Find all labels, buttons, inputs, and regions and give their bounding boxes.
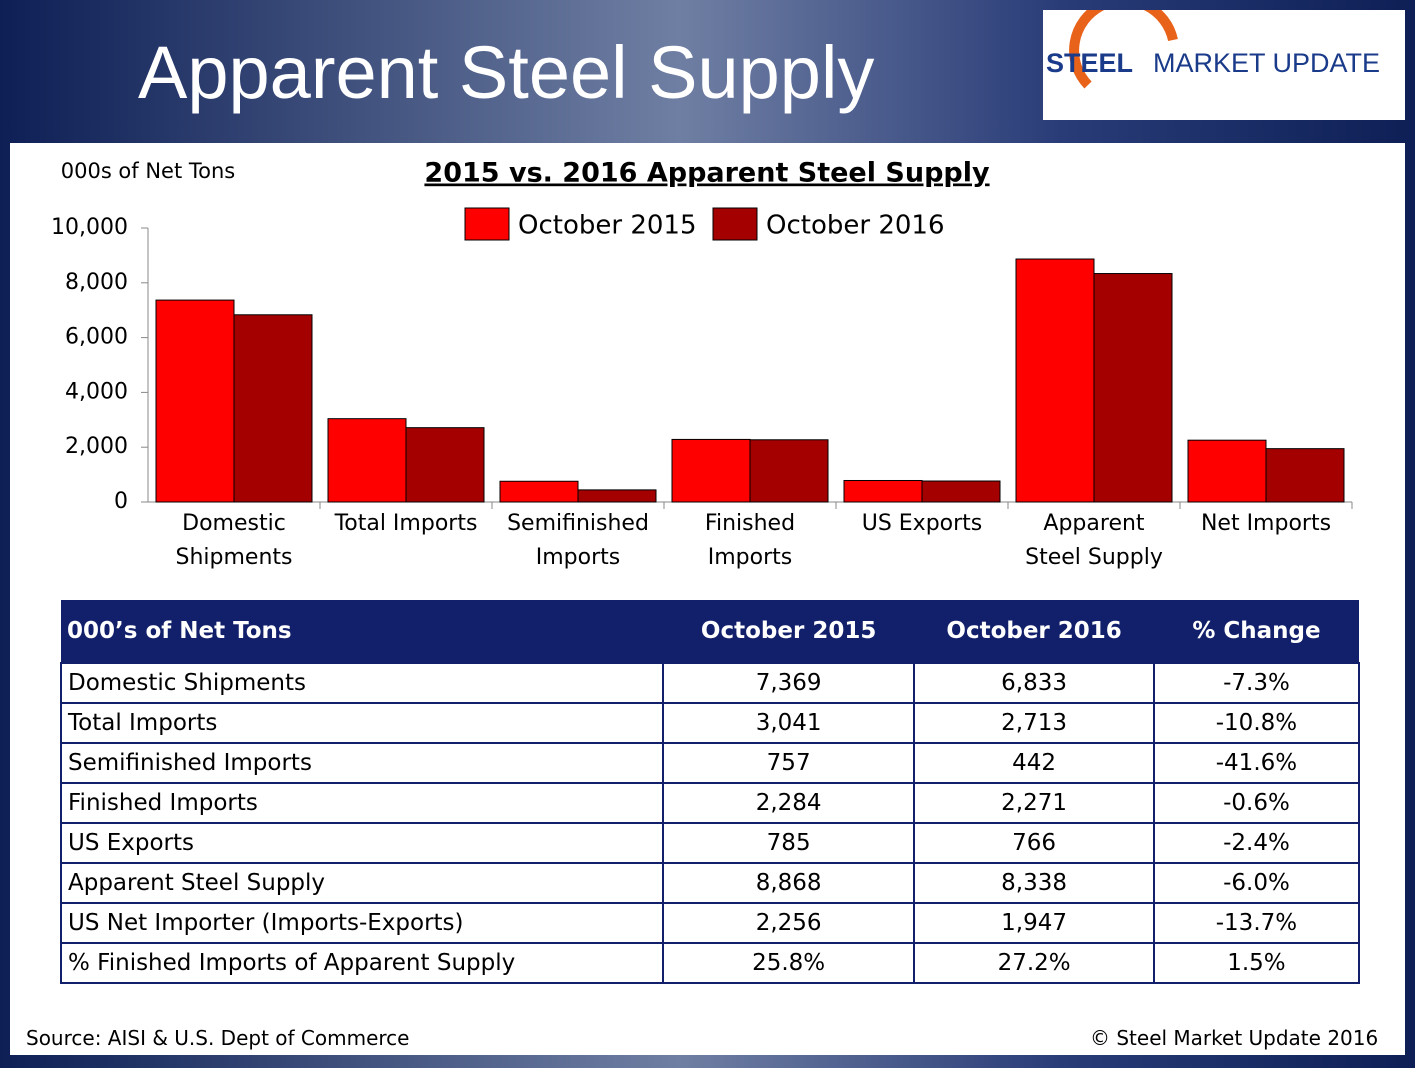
table-row: Finished Imports 2,284 2,271 -0.6% — [60, 782, 1361, 824]
bar — [327, 418, 407, 503]
table-cell: -7.3% — [1152, 662, 1361, 704]
table-cell: 442 — [913, 742, 1155, 784]
table-row: % Finished Imports of Apparent Supply 25.… — [60, 942, 1361, 984]
table-cell: 766 — [913, 822, 1155, 864]
table-cell: -13.7% — [1152, 902, 1361, 944]
logo-word: STEEL — [1046, 48, 1133, 78]
x-tick-label: Total Imports — [334, 511, 478, 536]
bar — [155, 299, 235, 503]
table-cell: 785 — [661, 822, 916, 864]
table-row: Apparent Steel Supply 8,868 8,338 -6.0% — [60, 862, 1361, 904]
legend-swatch — [464, 207, 510, 241]
y-tick-label: 6,000 — [65, 325, 128, 350]
table-row: US Exports 785 766 -2.4% — [60, 822, 1361, 864]
bar — [671, 438, 751, 503]
slide-title: Apparent Steel Supply — [138, 31, 875, 114]
y-tick-label: 0 — [114, 489, 128, 514]
table-cell: -10.8% — [1152, 702, 1361, 744]
table-header-cell: October 2015 — [662, 600, 915, 663]
y-axis-label: 000s of Net Tons — [61, 159, 236, 183]
bar — [921, 480, 1001, 503]
table-header-cell: % Change — [1153, 600, 1359, 663]
source: Source: AISI & U.S. Dept of Commerce — [26, 1026, 410, 1050]
table-header-cell: 000’s of Net Tons — [61, 600, 663, 663]
table-cell: 2,713 — [913, 702, 1155, 744]
x-tick-label: Apparent Steel Supply — [1025, 511, 1163, 570]
table-cell: US Exports — [60, 822, 664, 864]
table-cell: -6.0% — [1152, 862, 1361, 904]
table-cell: -41.6% — [1152, 742, 1361, 784]
y-tick-label: 4,000 — [65, 379, 128, 404]
table-cell: 27.2% — [913, 942, 1155, 984]
table-cell: 25.8% — [661, 942, 916, 984]
table-cell: 757 — [661, 742, 916, 784]
table-cell: 8,868 — [661, 862, 916, 904]
table-cell: 8,338 — [913, 862, 1155, 904]
table-cell: Total Imports — [60, 702, 664, 744]
table-cell: 2,271 — [913, 782, 1155, 824]
logo-word: MARKET UPDATE — [1153, 48, 1380, 78]
y-tick-label: 8,000 — [65, 270, 128, 295]
x-tick-label: US Exports — [861, 511, 983, 536]
y-tick-label: 2,000 — [65, 434, 128, 459]
table-cell: 6,833 — [913, 662, 1155, 704]
copyright: © Steel Market Update 2016 — [1090, 1026, 1379, 1050]
table-row: US Net Importer (Imports-Exports) 2,256 1,… — [60, 902, 1361, 944]
table-cell: 1.5% — [1152, 942, 1361, 984]
bar — [577, 489, 657, 503]
bar — [1187, 439, 1267, 503]
table-cell: US Net Importer (Imports-Exports) — [60, 902, 664, 944]
table-cell: 7,369 — [661, 662, 916, 704]
table-row: Domestic Shipments 7,369 6,833 -7.3% — [60, 662, 1361, 704]
table-cell: -0.6% — [1152, 782, 1361, 824]
legend-swatch — [712, 207, 758, 241]
table-cell: 2,284 — [661, 782, 916, 824]
x-tick-label: Finished Imports — [704, 511, 796, 570]
chart-title: 2015 vs. 2016 Apparent Steel Supply — [424, 158, 990, 189]
bar — [1093, 273, 1173, 503]
logo: STEEL MARKET UPDATE — [1043, 0, 1405, 120]
bar — [233, 314, 313, 503]
table-cell: Finished Imports — [60, 782, 664, 824]
table-header-row: 000’s of Net Tons October 2015 October 201… — [61, 600, 1359, 663]
bar — [843, 479, 923, 503]
table-cell: 2,256 — [661, 902, 916, 944]
bar — [1265, 448, 1345, 503]
bar — [1015, 258, 1095, 503]
legend-label: October 2016 — [766, 211, 944, 241]
bar — [749, 439, 829, 503]
table-cell: 1,947 — [913, 902, 1155, 944]
data-table: 000’s of Net Tons October 2015 October 201… — [60, 600, 1361, 984]
table-cell: Semifinished Imports — [60, 742, 664, 784]
y-tick-label: 10,000 — [51, 215, 128, 240]
x-tick-label: Domestic Shipments — [175, 511, 293, 570]
bar — [499, 480, 579, 503]
table-cell: % Finished Imports of Apparent Supply — [60, 942, 664, 984]
legend-label: October 2015 — [518, 211, 696, 241]
table-cell: -2.4% — [1152, 822, 1361, 864]
bar — [405, 427, 485, 503]
table-cell: Apparent Steel Supply — [60, 862, 664, 904]
chart: 000s of Net Tons 2015 vs. 2016 Apparent … — [51, 158, 1353, 514]
table-cell: 3,041 — [661, 702, 916, 744]
table-row: Total Imports 3,041 2,713 -10.8% — [60, 702, 1361, 744]
table-header-cell: October 2016 — [914, 600, 1154, 663]
x-tick-label: Net Imports — [1200, 511, 1332, 536]
table-cell: Domestic Shipments — [60, 662, 664, 704]
x-tick-label: Semifinished Imports — [507, 511, 649, 570]
table-row: Semifinished Imports 757 442 -41.6% — [60, 742, 1361, 784]
